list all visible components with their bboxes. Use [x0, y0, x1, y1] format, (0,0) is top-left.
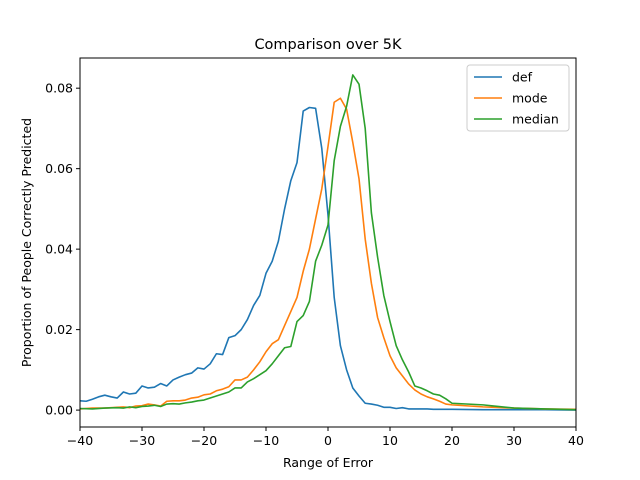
y-tick-label: 0.08 [45, 81, 73, 96]
series-line-median [80, 74, 576, 411]
legend-label-median: median [512, 112, 559, 127]
legend-label-def: def [512, 70, 533, 85]
x-tick-label: 10 [382, 433, 398, 448]
legend-box [466, 64, 570, 132]
y-axis: 0.00 0.02 0.04 0.06 0.08 [45, 81, 80, 418]
legend: def mode median [466, 64, 570, 132]
y-tick-label: 0.06 [45, 161, 73, 176]
x-tick-label: −20 [191, 433, 217, 448]
x-tick-label: 20 [444, 433, 460, 448]
y-tick-label: 0.00 [45, 403, 73, 418]
y-tick-label: 0.04 [45, 242, 73, 257]
x-tick-label: −40 [67, 433, 93, 448]
chart-title: Comparison over 5K [254, 37, 402, 53]
x-tick-label: 40 [568, 433, 584, 448]
series-line-def [80, 106, 576, 411]
x-tick-label: 30 [506, 433, 522, 448]
x-tick-label: −30 [129, 433, 155, 448]
x-axis-title: Range of Error [283, 455, 374, 470]
x-tick-label: −10 [253, 433, 279, 448]
y-tick-label: 0.02 [45, 322, 73, 337]
x-tick-label: 0 [324, 433, 332, 448]
legend-label-mode: mode [512, 91, 548, 106]
x-axis: −40 −30 −20 −10 0 10 20 30 40 [67, 427, 584, 448]
y-axis-title: Proportion of People Correctly Predicted [19, 118, 34, 367]
series-layer [80, 74, 576, 411]
